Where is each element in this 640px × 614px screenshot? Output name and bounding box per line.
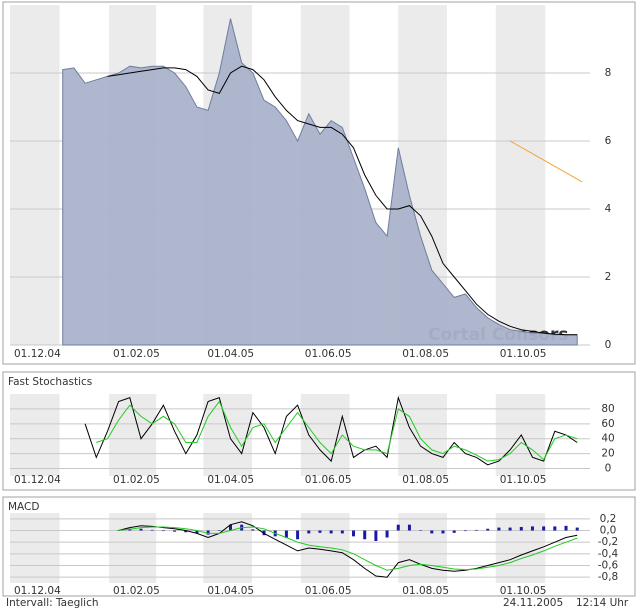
histogram-bar xyxy=(184,530,188,533)
y-tick-label: 4 xyxy=(605,203,612,215)
histogram-bar xyxy=(564,525,568,531)
x-tick-label: 01.08.05 xyxy=(402,474,449,486)
panel-title: MACD xyxy=(8,501,39,513)
histogram-bar xyxy=(385,530,389,538)
x-tick-label: 01.12.04 xyxy=(14,474,61,486)
histogram-bar xyxy=(307,530,311,534)
series-line xyxy=(509,140,583,183)
histogram-bar xyxy=(195,530,199,534)
histogram-bar xyxy=(363,530,367,540)
x-tick-label: 01.12.04 xyxy=(14,585,61,597)
histogram-bar xyxy=(542,526,546,531)
histogram-bar xyxy=(217,530,221,531)
month-band xyxy=(10,513,60,583)
x-tick-label: 01.04.05 xyxy=(207,474,254,486)
x-tick-label: 01.02.05 xyxy=(113,585,160,597)
x-tick-label: 01.06.05 xyxy=(305,474,352,486)
histogram-bar xyxy=(419,530,423,531)
y-tick-label: 0 xyxy=(605,463,612,475)
series-line xyxy=(118,521,578,578)
histogram-bar xyxy=(296,530,300,540)
y-tick-label: -0,2 xyxy=(598,536,619,548)
histogram-bar xyxy=(463,530,467,532)
y-tick-label: 8 xyxy=(605,67,612,79)
y-tick-label: 60 xyxy=(601,418,614,430)
histogram-bar xyxy=(441,530,445,534)
histogram-bar xyxy=(430,530,434,534)
y-tick-label: -0,6 xyxy=(598,560,619,572)
histogram-bar xyxy=(161,530,165,532)
month-band xyxy=(398,394,447,476)
x-tick-label: 01.10.05 xyxy=(500,474,547,486)
y-tick-label: 6 xyxy=(605,135,612,147)
x-tick-label: 01.06.05 xyxy=(305,585,352,597)
histogram-bar xyxy=(318,530,322,533)
histogram-bar xyxy=(251,529,255,531)
histogram-bar xyxy=(508,527,512,531)
x-tick-label: 01.04.05 xyxy=(207,585,254,597)
y-tick-label: 0 xyxy=(605,339,612,351)
histogram-bar xyxy=(497,527,501,531)
month-band xyxy=(109,513,157,583)
x-tick-label: 01.02.05 xyxy=(113,474,160,486)
y-tick-label: 0,0 xyxy=(600,525,617,537)
y-tick-label: 2 xyxy=(605,271,612,283)
x-tick-label: 01.06.05 xyxy=(305,348,352,360)
price-area xyxy=(62,18,578,346)
histogram-bar xyxy=(139,528,143,531)
y-tick-label: 0,2 xyxy=(600,513,617,525)
histogram-bar xyxy=(530,526,534,531)
x-tick-label: 01.08.05 xyxy=(402,348,449,360)
month-band xyxy=(398,513,447,583)
series-line xyxy=(107,65,578,336)
histogram-bar xyxy=(475,529,479,531)
y-tick-label: 80 xyxy=(601,403,614,415)
y-tick-label: 40 xyxy=(601,433,614,445)
histogram-bar xyxy=(340,530,344,534)
x-tick-label: 01.02.05 xyxy=(113,348,160,360)
histogram-bar xyxy=(228,524,232,531)
y-tick-label: 20 xyxy=(601,448,614,460)
histogram-bar xyxy=(206,530,210,535)
histogram-bar xyxy=(352,530,356,537)
x-tick-label: 01.04.05 xyxy=(207,348,254,360)
histogram-bar xyxy=(452,530,456,533)
footer-date: 24.11.2005 xyxy=(503,597,563,609)
histogram-bar xyxy=(173,530,177,532)
panel-title: Fast Stochastics xyxy=(8,376,92,388)
histogram-bar xyxy=(553,526,557,531)
footer-interval: Intervall: Taeglich xyxy=(6,597,99,609)
x-tick-label: 01.12.04 xyxy=(14,348,61,360)
month-band xyxy=(495,513,546,583)
histogram-bar xyxy=(284,530,288,539)
series-line xyxy=(96,400,578,462)
histogram-bar xyxy=(396,524,400,531)
histogram-bar xyxy=(519,527,523,531)
y-tick-label: -0,8 xyxy=(598,571,619,583)
month-band xyxy=(495,5,546,345)
month-band xyxy=(10,5,60,345)
y-tick-label: -0,4 xyxy=(598,548,619,560)
histogram-bar xyxy=(150,529,154,531)
footer-time: 12:14 Uhr xyxy=(576,597,629,609)
month-band xyxy=(203,513,253,583)
month-band xyxy=(495,394,546,476)
x-tick-label: 01.08.05 xyxy=(402,585,449,597)
month-band xyxy=(10,394,60,476)
x-tick-label: 01.10.05 xyxy=(500,585,547,597)
month-band xyxy=(203,394,253,476)
x-tick-label: 01.10.05 xyxy=(500,348,547,360)
series-line xyxy=(84,395,578,466)
histogram-bar xyxy=(407,524,411,531)
histogram-bar xyxy=(575,527,579,531)
series-line xyxy=(118,526,578,571)
histogram-bar xyxy=(374,530,378,541)
histogram-bar xyxy=(329,530,333,534)
histogram-bar xyxy=(486,528,490,531)
